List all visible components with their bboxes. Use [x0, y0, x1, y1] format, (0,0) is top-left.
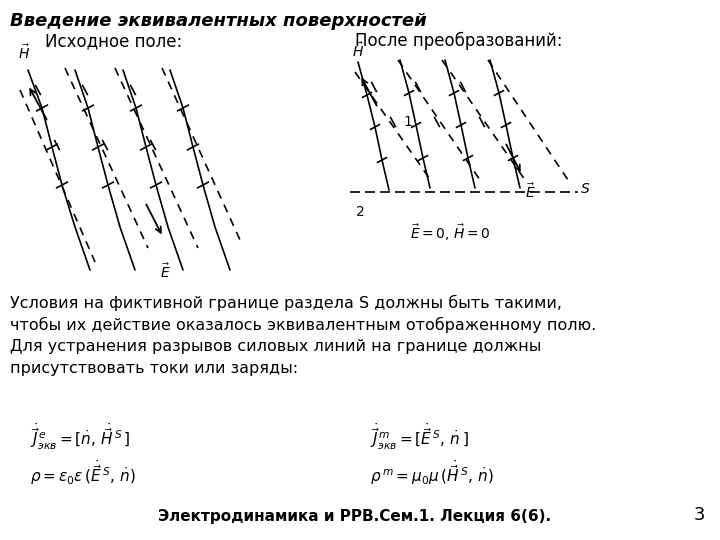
Text: Для устранения разрывов силовых линий на границе должны: Для устранения разрывов силовых линий на… — [10, 339, 541, 354]
Text: $\vec{E}=0$, $\vec{H}=0$: $\vec{E}=0$, $\vec{H}=0$ — [410, 222, 490, 242]
Text: $S$: $S$ — [580, 182, 590, 196]
Text: $\dot{\vec{J}}^{\,m}_{\mathit{экв}} = [\dot{\vec{E}}^{\,S},\, \dot{n}\,]$: $\dot{\vec{J}}^{\,m}_{\mathit{экв}} = [\… — [370, 422, 469, 453]
Text: Введение эквивалентных поверхностей: Введение эквивалентных поверхностей — [10, 12, 427, 30]
Text: $\vec{H}$: $\vec{H}$ — [18, 43, 30, 62]
Text: Исходное поле:: Исходное поле: — [45, 32, 182, 50]
Text: 1: 1 — [404, 115, 413, 129]
Text: Условия на фиктивной границе раздела S должны быть такими,: Условия на фиктивной границе раздела S д… — [10, 295, 562, 311]
Text: $\rho^{\,m} = \mu_0\mu\,(\dot{\vec{H}}^{\,S},\, \dot{n})$: $\rho^{\,m} = \mu_0\mu\,(\dot{\vec{H}}^{… — [370, 458, 494, 487]
Text: присутствовать токи или заряды:: присутствовать токи или заряды: — [10, 361, 298, 376]
Text: $\rho = \varepsilon_0\varepsilon\,(\dot{\vec{E}}^{\,S},\, \dot{n})$: $\rho = \varepsilon_0\varepsilon\,(\dot{… — [30, 458, 136, 487]
Text: 3: 3 — [693, 506, 705, 524]
Text: После преобразований:: После преобразований: — [355, 32, 562, 50]
Text: Электродинамика и РРВ.Сем.1. Лекция 6(6).: Электродинамика и РРВ.Сем.1. Лекция 6(6)… — [158, 509, 552, 524]
Text: $\vec{H}$: $\vec{H}$ — [352, 42, 364, 60]
Text: 2: 2 — [356, 205, 364, 219]
Text: $\dot{\vec{J}}^{\,e}_{\mathit{экв}} = [\dot{n},\, \dot{\vec{H}}^{\,S}\,]$: $\dot{\vec{J}}^{\,e}_{\mathit{экв}} = [\… — [30, 422, 130, 453]
Text: $\vec{E}$: $\vec{E}$ — [525, 182, 536, 201]
Text: чтобы их действие оказалось эквивалентным отображенному полю.: чтобы их действие оказалось эквивалентны… — [10, 317, 596, 333]
Text: $\vec{E}$: $\vec{E}$ — [160, 262, 171, 281]
